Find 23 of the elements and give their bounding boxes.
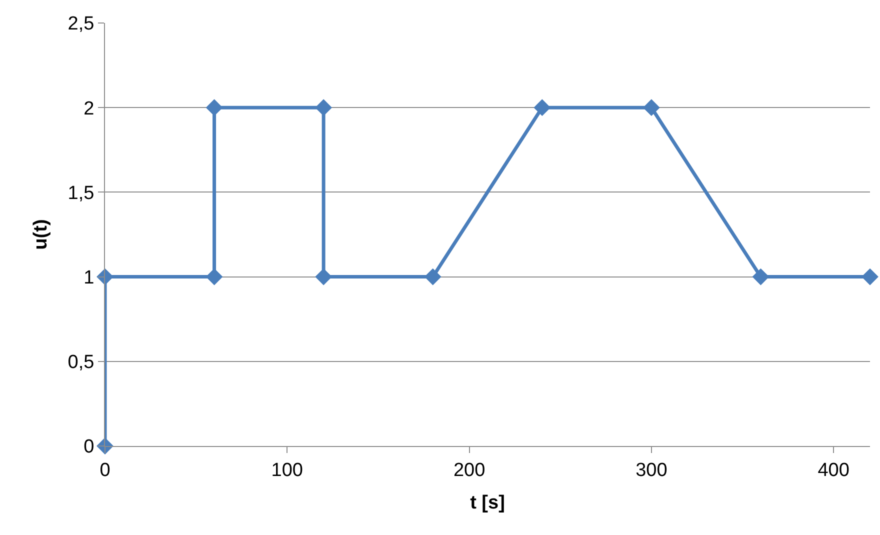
point — [96, 268, 114, 286]
x-tick-label: 200 — [453, 460, 486, 481]
point — [752, 268, 770, 286]
point — [642, 99, 660, 116]
y-axis-title: u(t) — [30, 219, 52, 250]
y-tick-label: 0,5 — [68, 352, 94, 374]
point — [206, 99, 223, 116]
x-tick-label: 300 — [636, 460, 668, 481]
point — [206, 268, 223, 286]
point — [534, 99, 551, 116]
y-tick-label: 0 — [84, 436, 94, 458]
y-tick-label: 1,5 — [68, 182, 94, 204]
x-tick-label: 400 — [818, 460, 850, 481]
point — [424, 268, 442, 286]
point — [315, 99, 332, 116]
y-tick-label: 2,5 — [68, 14, 94, 35]
x-axis-title: t [s] — [470, 492, 505, 514]
x-tick-label: 0 — [100, 460, 110, 481]
x-tick-label: 100 — [271, 460, 303, 481]
point — [315, 268, 332, 286]
point — [862, 268, 878, 286]
y-tick-label: 1 — [84, 267, 94, 288]
y-tick-label: 2 — [84, 98, 94, 120]
